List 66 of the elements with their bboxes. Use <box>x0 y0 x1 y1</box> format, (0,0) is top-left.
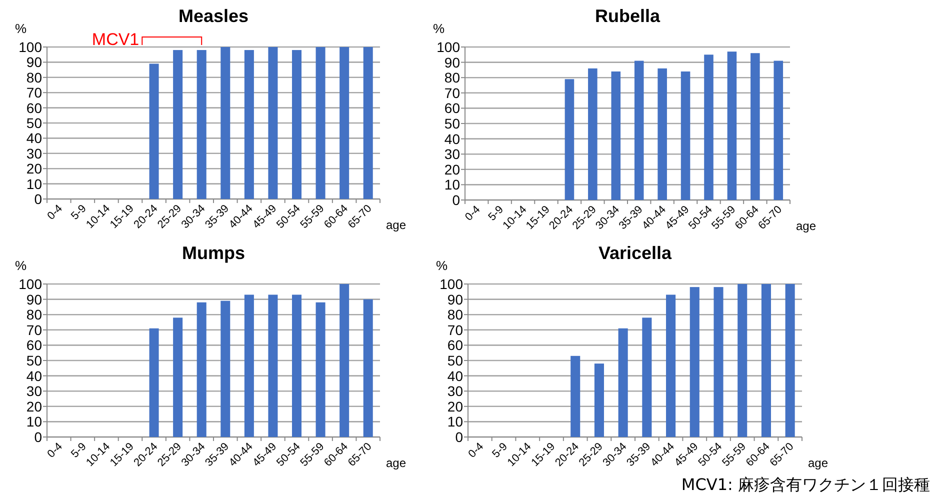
x-tick-label: 5-9 <box>490 440 510 460</box>
y-tick-label: 80 <box>444 70 460 86</box>
y-tick-label: 90 <box>26 291 42 308</box>
x-tick-label: 5-9 <box>69 202 89 222</box>
y-tick-label: 30 <box>26 383 42 400</box>
y-tick-label: 60 <box>447 337 464 354</box>
text: MCV1: 麻疹含有ワクチン１回接種 <box>681 475 930 494</box>
y-tick-label: 40 <box>26 368 42 384</box>
x-axis-title: age <box>796 219 816 233</box>
x-tick-label: 5-9 <box>486 204 506 224</box>
y-tick-label: 20 <box>444 161 460 178</box>
chart-title: Rubella <box>594 6 661 26</box>
y-tick-label: 100 <box>18 39 42 55</box>
y-tick-label: 40 <box>26 130 42 146</box>
y-tick-label: 70 <box>447 322 464 338</box>
y-tick-label: 0 <box>34 191 42 207</box>
y-tick-label: 20 <box>26 398 42 414</box>
y-tick-label: 60 <box>26 100 42 116</box>
y-tick-label: 90 <box>447 291 464 308</box>
y-tick-label: 70 <box>444 84 460 101</box>
y-tick-label: 50 <box>447 352 464 368</box>
y-axis-title: % <box>15 258 27 273</box>
y-tick-label: 100 <box>436 39 460 55</box>
y-axis-title: % <box>433 21 445 36</box>
y-tick-label: 80 <box>447 306 464 323</box>
y-tick-label: 90 <box>26 54 42 70</box>
y-tick-label: 90 <box>444 54 460 70</box>
y-tick-label: 70 <box>26 84 42 101</box>
x-tick-label: 0-4 <box>466 440 486 460</box>
x-axis-title: age <box>808 456 828 470</box>
y-tick-label: 50 <box>26 115 42 131</box>
y-axis-title: % <box>436 258 448 273</box>
x-tick-label: 5-9 <box>69 440 89 460</box>
y-tick-label: 20 <box>26 160 42 177</box>
y-tick-label: 50 <box>444 116 460 132</box>
y-tick-label: 0 <box>455 429 464 445</box>
x-tick-label: 0-4 <box>45 440 66 460</box>
chart-title: Measles <box>178 6 249 26</box>
x-tick-label: 0-4 <box>45 202 66 222</box>
y-tick-label: 20 <box>447 398 464 414</box>
y-axis-title: % <box>15 21 27 36</box>
x-axis-title: age <box>386 456 406 470</box>
y-tick-label: 60 <box>26 337 42 354</box>
y-tick-label: 80 <box>26 306 42 323</box>
y-tick-label: 100 <box>440 276 464 292</box>
chart-title: Mumps <box>182 243 245 263</box>
y-tick-label: 0 <box>452 192 460 208</box>
y-tick-label: 10 <box>447 414 464 430</box>
y-tick-label: 30 <box>444 146 460 162</box>
y-tick-label: 30 <box>26 145 42 162</box>
x-axis-title: age <box>386 218 406 232</box>
y-tick-label: 60 <box>444 100 460 116</box>
y-tick-label: 10 <box>444 176 460 193</box>
annotation: MCV1 <box>92 30 140 49</box>
y-tick-label: 30 <box>447 383 464 400</box>
y-tick-label: 40 <box>447 368 464 384</box>
y-tick-label: 0 <box>34 429 42 445</box>
x-tick-label: 0-4 <box>462 204 483 224</box>
y-tick-label: 10 <box>26 176 42 192</box>
y-tick-label: 10 <box>26 414 42 430</box>
y-tick-label: 40 <box>444 130 460 147</box>
y-tick-label: 80 <box>26 69 42 86</box>
chart-title: Varicella <box>598 243 673 263</box>
y-tick-label: 50 <box>26 352 42 368</box>
y-tick-label: 100 <box>18 276 42 292</box>
y-tick-label: 70 <box>26 322 42 338</box>
